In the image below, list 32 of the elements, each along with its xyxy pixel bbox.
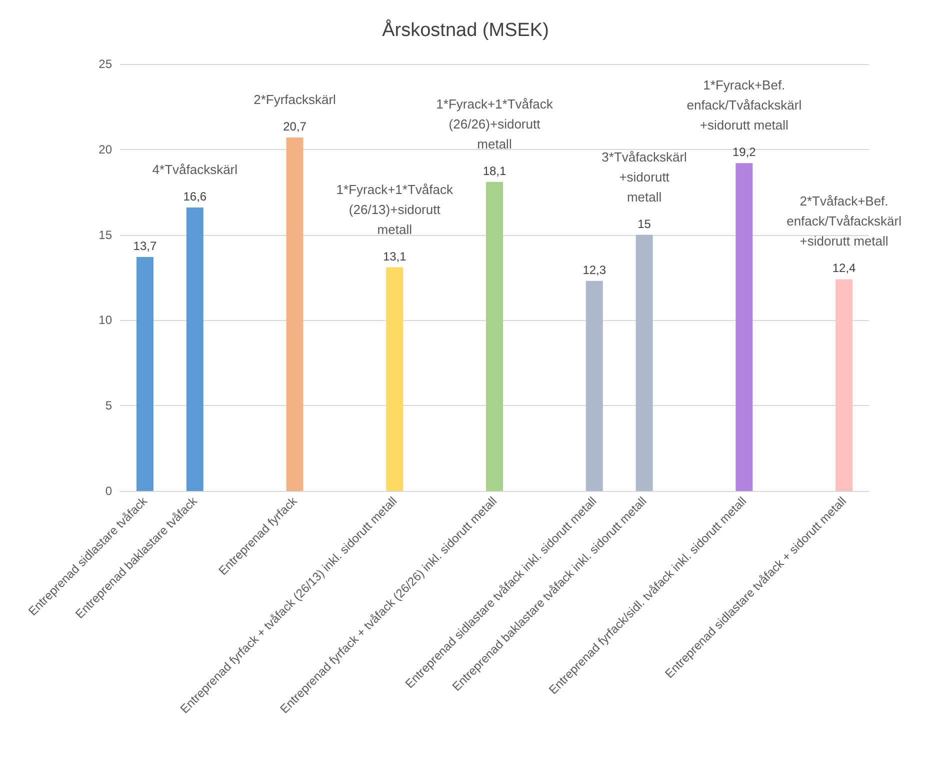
annotation: 3*Tvåfackskärl +sidorutt metall bbox=[602, 149, 688, 204]
y-tick-label: 5 bbox=[105, 398, 112, 413]
bar bbox=[386, 267, 404, 491]
chart-title: Årskostnad (MSEK) bbox=[382, 19, 549, 41]
y-tick-label: 10 bbox=[98, 313, 112, 328]
bar bbox=[636, 234, 653, 491]
data-label: 13,7 bbox=[133, 239, 157, 254]
data-label: 18,1 bbox=[482, 164, 506, 178]
data-label: 15 bbox=[638, 216, 652, 231]
y-tick-label: 20 bbox=[98, 142, 112, 156]
bar bbox=[286, 137, 304, 491]
data-label: 19,2 bbox=[732, 145, 756, 160]
annotation: 4*Tvåfackskärl bbox=[152, 162, 238, 177]
bar bbox=[836, 279, 853, 491]
bar bbox=[186, 207, 204, 491]
data-label: 12,4 bbox=[832, 261, 856, 276]
annotation: 2*Tvåfack+Bef. enfack/Tvåfackskärl +sidorutt metall bbox=[786, 194, 902, 249]
data-label: 12,3 bbox=[582, 262, 606, 277]
y-tick-label: 25 bbox=[98, 57, 112, 71]
y-tick-label: 15 bbox=[98, 228, 112, 242]
annotation: 1*Fyrack+1*Tvåfack (26/13)+sidorutt metall bbox=[336, 182, 454, 237]
bar bbox=[586, 280, 603, 491]
y-tick-label: 0 bbox=[105, 484, 112, 498]
annotation: 1*Fyrack+Bef. enfack/Tvåfackskärl +sidorutt metall bbox=[686, 78, 802, 133]
data-label: 13,1 bbox=[382, 249, 407, 264]
data-label: 16,6 bbox=[183, 189, 207, 204]
data-label: 20,7 bbox=[283, 119, 307, 134]
annotation: 2*Fyrfackskärl bbox=[254, 92, 336, 107]
bar bbox=[136, 257, 154, 491]
bar bbox=[736, 163, 753, 491]
bar bbox=[486, 182, 503, 491]
annotation: 1*Fyrack+1*Tvåfack (26/26)+sidorutt metall bbox=[436, 96, 554, 152]
